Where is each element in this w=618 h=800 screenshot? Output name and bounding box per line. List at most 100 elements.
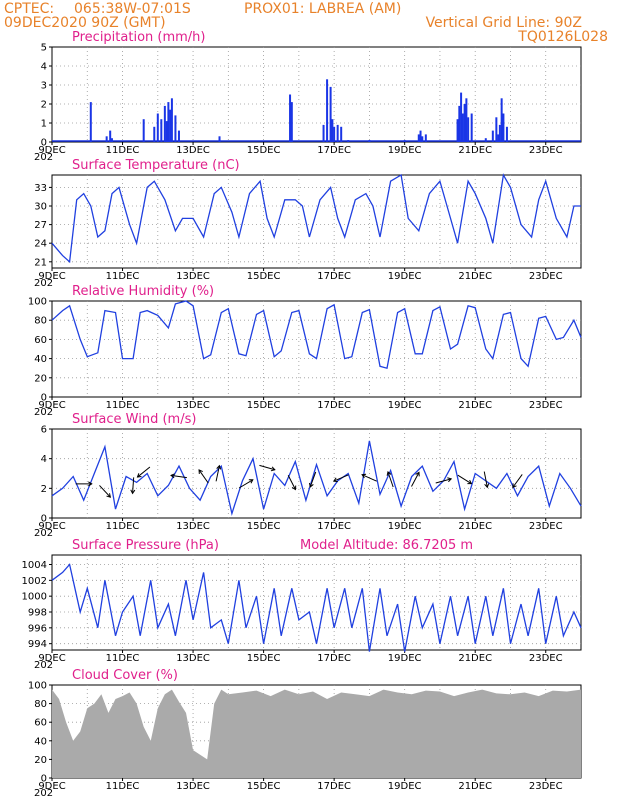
x-tick-label: 11DEC [106,521,140,532]
y-tick-label: 5 [41,43,47,54]
panel-title: Precipitation (mm/h) [72,30,205,45]
x-tick-label: 19DEC [388,521,422,532]
precip-bar [167,102,170,142]
precip-bar [491,130,494,142]
x-tick-label: 13DEC [176,145,210,156]
x-tick-label: 15DEC [247,271,281,282]
wind-arrow [170,474,187,479]
panel-frame [51,300,582,398]
wind-arrow-head [447,477,453,483]
wind-line [51,440,582,516]
x-year-label: 202 [34,407,53,418]
x-tick-label: 17DEC [317,521,351,532]
precip-bar [174,115,177,142]
y-tick-label: 80 [34,699,47,710]
precip-bar [110,138,113,142]
wind-arrow [411,472,420,487]
wind-arrow-head [198,469,203,474]
x-tick-label: 9DEC [38,145,65,156]
x-tick-label: 15DEC [247,653,281,664]
panel-title: Surface Pressure (hPa) [72,538,219,553]
precip-bar [170,98,173,142]
y-tick-label: 33 [34,183,47,194]
x-tick-label: 15DEC [247,781,281,792]
x-tick-label: 21DEC [458,271,492,282]
x-tick-label: 17DEC [317,271,351,282]
precip-bar [290,102,293,142]
precip-bar [495,117,498,142]
precip-bar [331,119,334,142]
x-tick-label: 17DEC [317,653,351,664]
wind-arrow-head [361,473,367,479]
wind-arrow [309,471,317,488]
wind-arrow [198,469,209,484]
wind-arrow [215,465,220,482]
x-tick-label: 19DEC [388,400,422,411]
y-tick-label: 994 [28,639,47,650]
precip-bar [109,130,112,142]
x-tick-label: 9DEC [38,521,65,532]
header-source: CPTEC: [4,1,54,17]
x-tick-label: 15DEC [247,400,281,411]
x-year-label: 202 [34,788,53,799]
precip-bar [160,119,163,142]
x-tick-label: 23DEC [529,271,563,282]
panel-rh: 0 20 40 60 80 100 9DEC 11DEC 13DEC 15DEC 17DEC 19DE… [28,284,582,418]
y-tick-label: 6 [41,425,47,436]
panel-title: Relative Humidity (%) [72,284,214,299]
wind-arrow [483,471,488,488]
wind-arrow-head [308,482,314,488]
wind-arrow-head [467,479,473,485]
panel-cloud: 0 20 40 60 80 100 9DEC 11DEC 13DEC 15DEC 17DEC 19DE… [28,668,582,799]
x-tick-label: 23DEC [529,145,563,156]
precip-bar [497,134,500,142]
precip-bar [502,113,505,142]
panel-precip: 0 1 2 3 4 5 9DEC 11DEC 13DEC 15DEC 17DEC 19DEC 21DEC… [34,30,582,163]
x-year-label: 202 [34,660,53,671]
precip-bar [500,98,503,142]
x-tick-label: 21DEC [458,653,492,664]
wind-arrow-head [386,470,392,476]
x-tick-label: 21DEC [458,400,492,411]
wind-arrow-head [136,473,142,478]
precip-bar [421,136,424,142]
wind-arrow [238,479,254,489]
y-tick-label: 21 [34,257,47,268]
y-tick-label: 30 [34,202,47,213]
x-tick-label: 21DEC [458,781,492,792]
precip-bar [458,105,461,142]
x-year-label: 202 [34,152,53,163]
x-tick-label: 11DEC [106,781,140,792]
x-tick-label: 23DEC [529,521,563,532]
panel-note: Model Altitude: 86.7205 m [300,538,473,553]
precip-bar [105,136,108,142]
wind-arrow-head [248,479,254,484]
wind-arrow-head [415,471,420,477]
header-code: TQ0126L028 [517,29,608,45]
y-tick-label: 0 [41,514,47,525]
x-tick-label: 21DEC [458,145,492,156]
precip-bar [336,124,339,142]
x-tick-label: 17DEC [317,400,351,411]
wind-arrow-head [512,483,517,489]
precip-bar [163,105,166,142]
x-tick-label: 9DEC [38,400,65,411]
wind-arrow-head [484,483,490,489]
y-tick-label: 100 [28,297,47,308]
panel-frame [51,46,582,143]
precip-bar [329,86,332,142]
precip-bar [153,126,156,142]
y-tick-label: 4 [41,454,47,465]
header-station: PROX01: LABREA (AM) [244,1,401,17]
x-tick-label: 13DEC [176,781,210,792]
y-tick-label: 20 [34,755,47,766]
y-tick-label: 1000 [22,592,47,603]
y-tick-label: 80 [34,316,47,327]
x-tick-label: 9DEC [38,271,65,282]
precip-bar [417,134,420,142]
precip-bar [465,98,468,142]
panel-title: Surface Wind (m/s) [72,412,196,427]
wind-arrow-head [216,464,222,470]
x-tick-label: 15DEC [247,145,281,156]
wind-arrow [457,474,472,485]
